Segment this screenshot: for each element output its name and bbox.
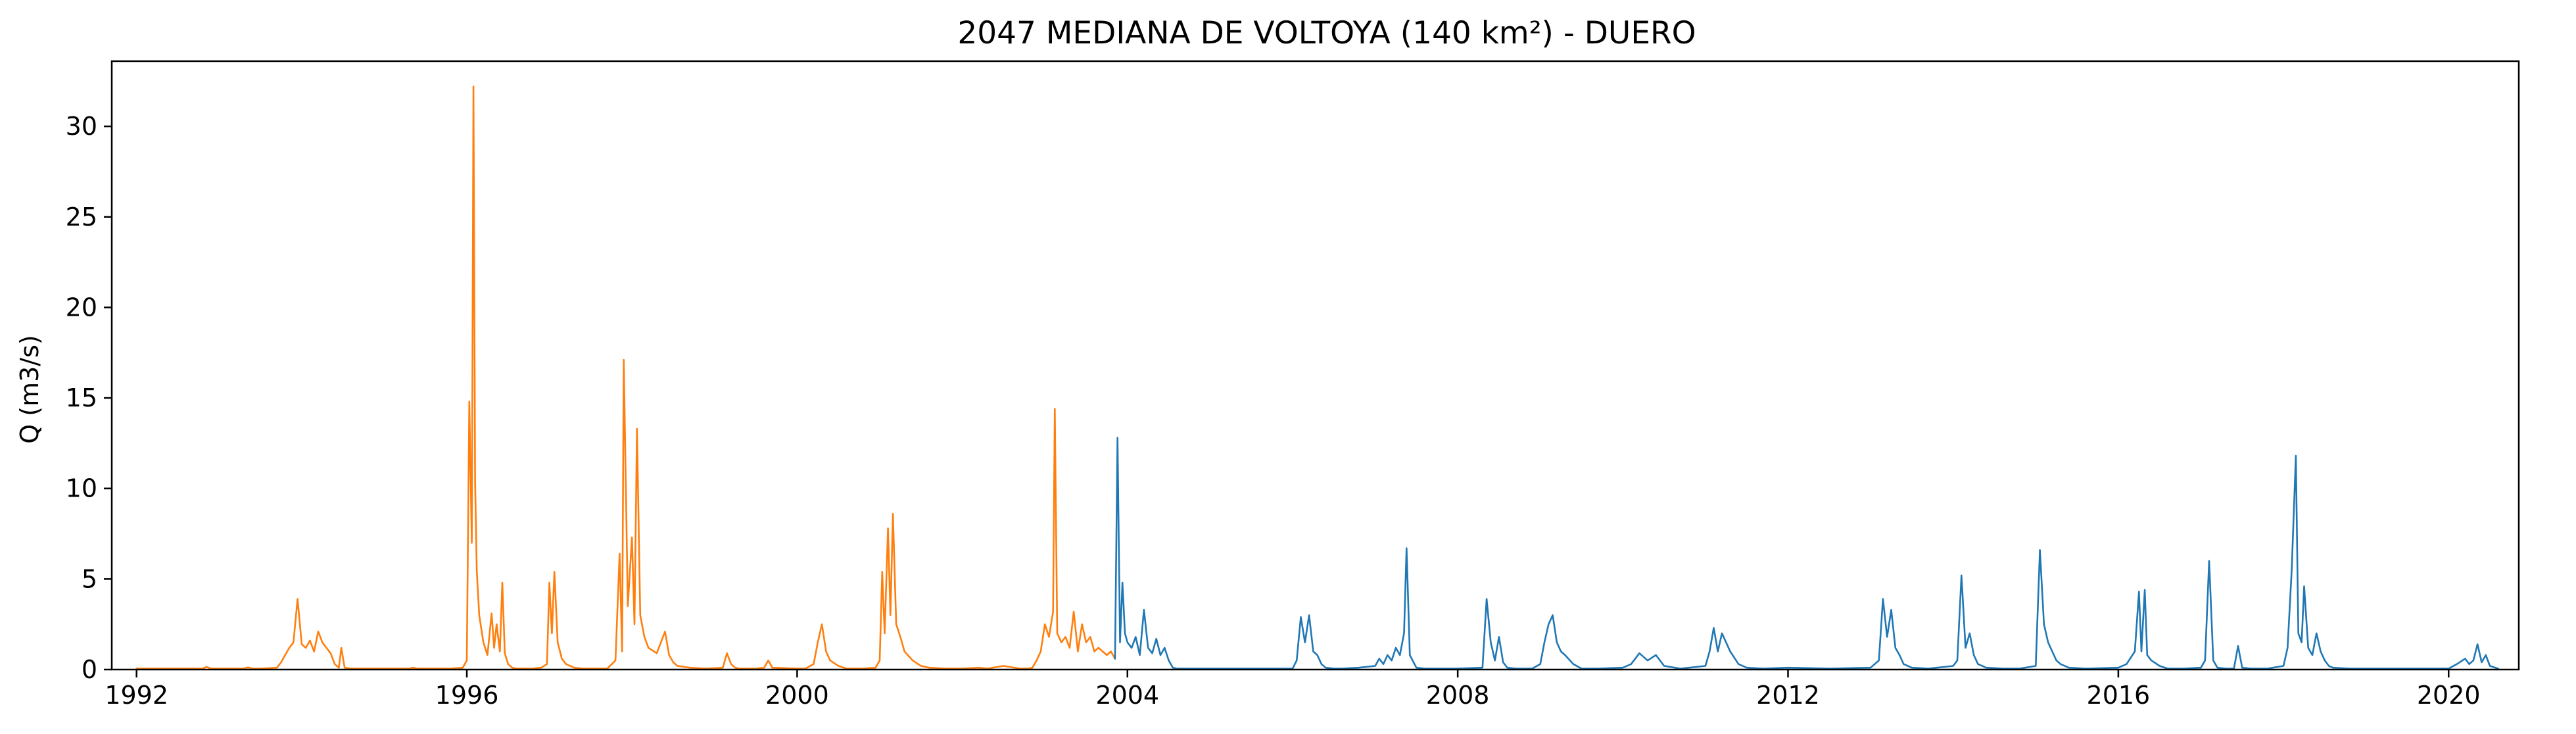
y-tick-label: 20 xyxy=(66,293,97,322)
series-line-2 xyxy=(1114,437,2499,670)
x-tick-label: 1996 xyxy=(435,681,499,710)
x-tick-label: 2000 xyxy=(765,681,829,710)
y-tick-label: 5 xyxy=(82,564,97,593)
y-tick-label: 10 xyxy=(66,474,97,503)
x-tick-label: 2004 xyxy=(1095,681,1159,710)
y-tick-label: 0 xyxy=(82,655,97,684)
y-axis-label: Q (m3/s) xyxy=(15,335,44,443)
x-tick-label: 2020 xyxy=(2417,681,2481,710)
chart-title: 2047 MEDIANA DE VOLTOYA (140 km²) - DUER… xyxy=(957,15,1696,51)
x-tick-label: 1992 xyxy=(105,681,168,710)
y-tick-label: 25 xyxy=(66,203,97,232)
x-tick-label: 2016 xyxy=(2087,681,2151,710)
x-tick-label: 2008 xyxy=(1426,681,1490,710)
y-axis-ticks: 0 5 10 15 20 25 30 xyxy=(66,112,112,684)
x-tick-label: 2012 xyxy=(1756,681,1820,710)
x-axis-ticks: 1992 1996 2000 2004 2008 2012 2016 2020 xyxy=(105,670,2481,710)
y-tick-label: 30 xyxy=(66,112,97,141)
series-layer xyxy=(135,86,2499,670)
plot-frame xyxy=(110,60,2520,671)
y-tick-label: 15 xyxy=(66,383,97,412)
series-line-1 xyxy=(135,86,1116,670)
